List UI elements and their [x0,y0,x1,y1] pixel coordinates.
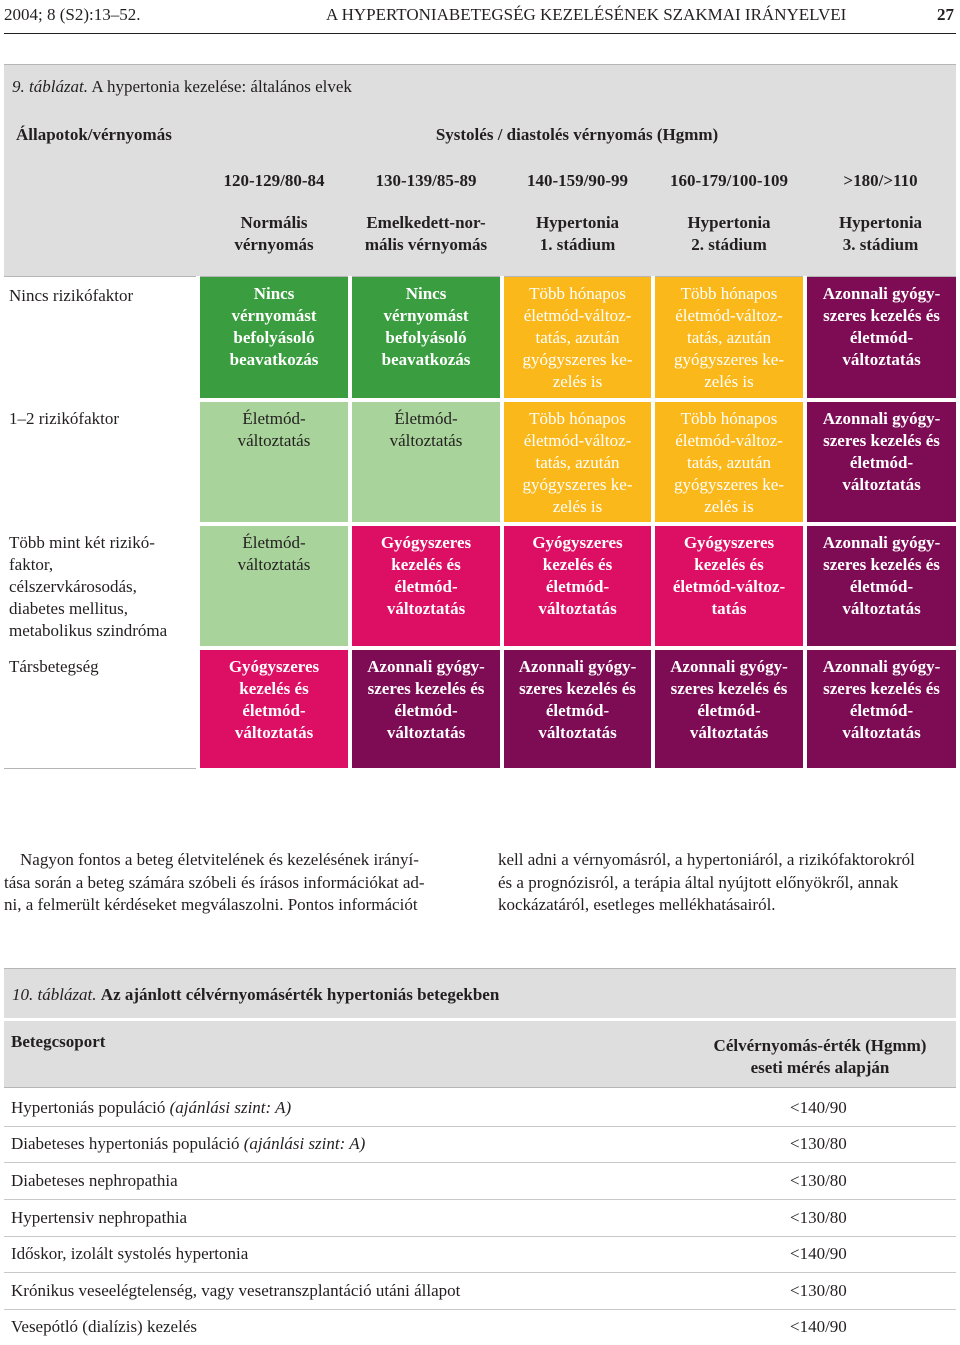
treatment-table: Állapotok/vérnyomás Systolés / diastolés… [4,112,957,769]
treatment-cell: Több hónapos életmód-változ-tatás, azután… [500,276,653,402]
table10-caption-label: 10. táblázat. [12,985,97,1004]
bp-category: Hypertonia 1. stádium [502,204,653,277]
table-row: Diabeteses nephropathia <130/80 [4,1163,956,1200]
treatment-cell: Nincs vérnyomást befolyásoló beavatkozás [196,276,350,402]
table9-caption-band [4,64,956,113]
treatment-cell: Gyógyszeres kezelés és életmód-változtatás [500,524,653,650]
bp-range: >180/>110 [805,158,957,204]
risk-row: Társbetegség Gyógyszeres kezelés és életmó… [4,648,957,769]
running-header: 2004; 8 (S2):13–52. A HYPERTONIABETEGSÉG… [4,0,956,34]
evidence-note: (ajánlási szint: A) [243,1134,366,1153]
bp-range: 130-139/85-89 [350,158,502,204]
risk-label: Társbetegség [4,648,198,769]
treatment-cell: Azonnali gyógy-szeres kezelés és életmód-… [802,400,957,526]
bp-range-row: 120-129/80-84 130-139/85-89 140-159/90-9… [4,158,957,204]
treatment-cell: Azonnali gyógy-szeres kezelés és életmód-… [802,524,957,650]
corner-header: Állapotok/vérnyomás [4,112,198,158]
risk-label: Nincs rizikófaktor [9,285,134,305]
treatment-cell: Több hónapos életmód-változ-tatás, azután… [500,400,653,526]
table-row: Diabeteses hypertoniás populáció (ajánlá… [4,1126,956,1163]
patient-group: Diabeteses hypertoniás populáció [11,1134,244,1153]
patient-group: Időskor, izolált systolés hypertonia [11,1244,249,1263]
bp-range: 140-159/90-99 [502,158,653,204]
treatment-cell: Gyógyszeres kezelés és életmód-változ-tatá… [651,524,805,650]
treatment-cell: Több hónapos életmód-változ-tatás, azután… [651,400,805,526]
target-value: <130/80 [790,1171,847,1190]
risk-row: Több mint két rizikó-faktor, célszervkáro… [4,524,957,650]
treatment-cell: Azonnali gyógy-szeres kezelés és életmód-… [348,648,502,768]
table10-caption: 10. táblázat. Az ajánlott célvérnyomásér… [12,985,499,1005]
target-value: <140/90 [790,1244,847,1263]
target-value: <130/80 [790,1134,847,1153]
table10-caption-band [4,968,956,1019]
target-value: <140/90 [790,1317,847,1336]
treatment-cell: Azonnali gyógy-szeres kezelés és életmód-… [651,648,805,768]
table10-caption-title: Az ajánlott célvérnyomásérték hypertoniá… [100,985,500,1004]
bp-range: 160-179/100-109 [653,158,805,204]
patient-group: Hypertoniás populáció [11,1098,170,1117]
evidence-note: (ajánlási szint: A) [169,1098,292,1117]
header-spacer [4,204,198,277]
treatment-cell: Életmód-változtatás [348,400,502,526]
table-row: Időskor, izolált systolés hypertonia <14… [4,1236,956,1273]
journal-citation: 2004; 8 (S2):13–52. [4,5,141,24]
bp-category: Hypertonia 3. stádium [805,204,957,277]
patient-group: Hypertensiv nephropathia [11,1208,188,1227]
group-header: Systolés / diastolés vérnyomás (Hgmm) [198,112,957,158]
risk-label: 1–2 rizikófaktor [9,409,119,428]
header-spacer [4,158,198,204]
treatment-cell: Életmód-változtatás [196,400,350,526]
bp-category: Hypertonia 2. stádium [653,204,805,277]
bp-range: 120-129/80-84 [198,158,350,204]
target-value: <130/80 [790,1281,847,1300]
risk-label: Több mint két rizikó-faktor, célszervkáro… [9,533,168,640]
body-paragraph-right: kell adni a vérnyomásról, a hypertoniáró… [498,850,915,914]
treatment-cell: Azonnali gyógy-szeres kezelés és életmód-… [500,648,653,768]
treatment-cell: Azonnali gyógy-szeres kezelés és életmód-… [802,648,957,768]
body-paragraph-left: Nagyon fontos a beteg életvitelének és k… [4,850,425,914]
patient-group: Vesepótló (dialízis) kezelés [11,1317,197,1336]
treatment-cell: Gyógyszeres kezelés és életmód-változtatás [348,524,502,650]
treatment-cell: Több hónapos életmód-változ-tatás, azután… [651,276,805,402]
table9-caption: 9. táblázat. A hypertonia kezelése: álta… [12,77,352,97]
patient-group: Diabeteses nephropathia [11,1171,178,1190]
patient-group: Krónikus veseelégtelenség, vagy vesetran… [11,1281,461,1300]
table10-col-group: Betegcsoport [11,1032,106,1051]
treatment-cell: Nincs vérnyomást befolyásoló beavatkozás [348,276,502,402]
table-row: Hypertensiv nephropathia <130/80 [4,1200,956,1237]
page-number: 27 [937,5,954,24]
table-row: Hypertoniás populáció (ajánlási szint: A… [4,1090,956,1127]
bp-category: Emelkedett-nor-mális vérnyomás [350,204,502,277]
risk-row: 1–2 rizikófaktor Életmód-változtatás Éle… [4,400,957,526]
table9-header-row-1: Állapotok/vérnyomás Systolés / diastolés… [4,112,957,158]
treatment-cell: Azonnali gyógy-szeres kezelés és életmód-… [802,276,957,402]
table9-caption-label: 9. táblázat. [12,77,89,96]
risk-row: Nincs rizikófaktor Nincs vérnyomást befoly… [4,276,957,402]
table-row: Krónikus veseelégtelenség, vagy vesetran… [4,1273,956,1310]
table9-caption-title: A hypertonia kezelése: általános elvek [91,77,352,96]
bp-category-row: Normális vérnyomás Emelkedett-nor-mális v… [4,204,957,277]
target-value: <130/80 [790,1208,847,1227]
treatment-cell: Gyógyszeres kezelés és életmód-változtatás [196,648,350,768]
treatment-cell: Életmód-változtatás [196,524,350,650]
target-value: <140/90 [790,1098,847,1117]
bp-category: Normális vérnyomás [198,204,350,277]
table-row: Vesepótló (dialízis) kezelés <140/90 [4,1309,956,1345]
table10-header: Betegcsoport Célvérnyomás-érték (Hgmm) e… [4,1018,956,1088]
running-title: A HYPERTONIABETEGSÉG KEZELÉSÉNEK SZAKMAI… [326,5,847,24]
table10-col-target: Célvérnyomás-érték (Hgmm) eseti mérés al… [713,1036,927,1077]
